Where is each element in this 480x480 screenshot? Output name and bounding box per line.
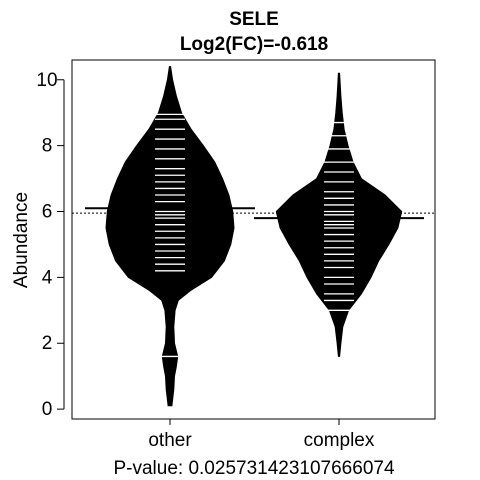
y-tick-label: 2 — [42, 333, 53, 354]
chart-subtitle: Log2(FC)=-0.618 — [180, 34, 328, 55]
y-axis: 0 2 4 6 8 10 — [36, 70, 65, 420]
bean-complex — [254, 72, 424, 357]
beans-layer — [85, 66, 424, 407]
x-axis: other complex — [148, 419, 375, 451]
y-tick-label: 0 — [42, 399, 53, 420]
x-axis-label: P-value: 0.025731423107666074 — [113, 458, 394, 479]
y-tick-label: 10 — [36, 70, 57, 91]
x-tick-label-other: other — [148, 430, 192, 451]
plot-frame — [71, 59, 436, 420]
x-tick-label-complex: complex — [304, 430, 375, 451]
y-axis-label: Abundance — [11, 192, 32, 288]
bean-shape-other — [105, 66, 235, 407]
y-tick-label: 6 — [42, 202, 53, 223]
y-tick-label: 4 — [42, 267, 53, 288]
chart-title: SELE — [229, 9, 279, 30]
bean-other — [85, 66, 255, 407]
y-tick-label: 8 — [42, 136, 53, 157]
